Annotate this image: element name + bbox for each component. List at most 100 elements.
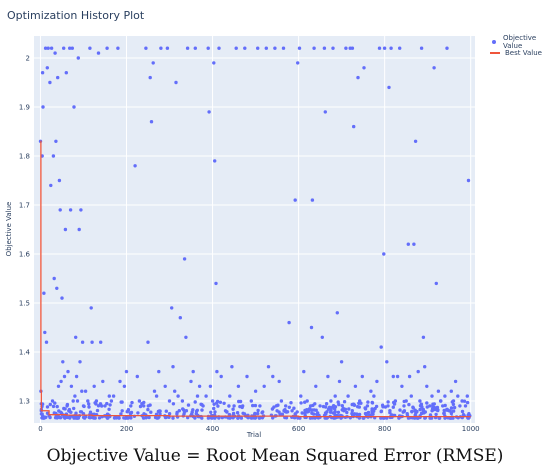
objective-value-point	[371, 412, 375, 416]
objective-value-point	[461, 413, 466, 417]
objective-value-point	[287, 405, 291, 409]
objective-value-point	[235, 411, 240, 415]
objective-value-point	[318, 404, 322, 408]
objective-value-point	[216, 404, 220, 408]
objective-value-point	[289, 401, 293, 405]
objective-value-point	[451, 409, 456, 413]
objective-value-point	[314, 408, 318, 412]
objective-value-point	[344, 46, 348, 50]
objective-value-point	[87, 405, 91, 409]
objective-value-point	[154, 394, 159, 398]
objective-value-point	[230, 365, 234, 369]
objective-value-point	[194, 412, 198, 416]
objective-value-point	[185, 46, 190, 50]
objective-value-point	[142, 400, 146, 405]
legend-item-best-value[interactable]: Best Value	[488, 47, 550, 58]
objective-value-point	[167, 399, 172, 403]
objective-value-point	[258, 404, 262, 408]
objective-value-point	[452, 405, 457, 410]
objective-value-point	[148, 403, 152, 407]
objective-value-point	[77, 227, 81, 232]
objective-value-point	[277, 410, 281, 414]
objective-value-point	[217, 416, 221, 420]
objective-value-point	[423, 410, 427, 414]
objective-value-point	[206, 46, 210, 50]
objective-value-point	[400, 384, 404, 388]
objective-value-point	[107, 394, 112, 398]
objective-value-point	[45, 405, 50, 409]
objective-value-point	[350, 46, 355, 50]
optimization-history-chart: Optimization History Plot 1.31.41.51.61.…	[5, 9, 480, 439]
objective-value-point	[256, 411, 260, 416]
objective-value-point	[293, 198, 297, 202]
objective-value-point	[310, 198, 315, 202]
objective-value-point	[105, 46, 109, 50]
objective-value-point	[174, 80, 178, 85]
objective-value-point	[442, 411, 446, 415]
objective-value-point	[74, 411, 78, 415]
objective-value-point	[46, 46, 50, 50]
objective-value-point	[182, 257, 187, 261]
objective-value-point	[48, 402, 52, 407]
objective-value-point	[87, 402, 91, 406]
objective-value-point	[290, 409, 294, 413]
objective-value-point	[51, 154, 56, 158]
objective-value-point	[419, 46, 424, 50]
objective-value-point	[200, 416, 204, 420]
objective-value-point	[264, 46, 268, 50]
objective-value-point	[466, 178, 471, 183]
objective-value-point	[333, 405, 338, 409]
objective-value-point	[425, 401, 429, 405]
y-tick-label: 1.7	[19, 202, 30, 210]
objective-value-point	[434, 281, 438, 286]
objective-value-point	[413, 408, 417, 412]
objective-value-point	[274, 404, 279, 408]
objective-value-point	[272, 405, 276, 409]
objective-value-point	[353, 384, 358, 388]
objective-value-point	[262, 384, 266, 388]
objective-value-point	[433, 407, 437, 412]
objective-value-point	[431, 404, 435, 408]
objective-value-point	[88, 416, 92, 420]
y-tick-label: 2	[26, 55, 30, 63]
objective-value-point	[379, 345, 383, 349]
objective-value-point	[182, 410, 187, 414]
objective-value-point	[448, 409, 452, 413]
objective-value-point	[215, 401, 219, 405]
objective-value-point	[128, 411, 133, 415]
objective-value-point	[88, 46, 92, 50]
objective-value-point	[165, 46, 170, 50]
objective-value-point	[232, 404, 236, 408]
objective-value-point	[60, 296, 64, 300]
objective-value-point	[273, 46, 277, 50]
objective-value-point	[302, 369, 306, 374]
objective-value-point	[70, 46, 75, 50]
objective-value-point	[43, 330, 47, 335]
objective-value-point	[103, 404, 107, 408]
objective-value-point	[451, 402, 456, 407]
objective-value-point	[416, 369, 420, 374]
y-axis-label: Objective Value	[5, 202, 13, 257]
objective-value-point	[245, 374, 249, 379]
objective-value-point	[398, 46, 402, 50]
objective-value-point	[51, 404, 56, 409]
objective-value-point	[59, 379, 63, 384]
objective-value-point	[199, 402, 203, 406]
objective-value-point	[68, 208, 73, 212]
objective-value-point	[392, 400, 396, 405]
objective-value-point	[374, 404, 379, 409]
objective-value-point	[271, 416, 275, 420]
y-tick-label: 1.9	[19, 104, 30, 112]
objective-value-point	[299, 394, 303, 398]
objective-value-point	[64, 71, 69, 75]
objective-value-point	[285, 410, 289, 414]
legend-item-objective-value[interactable]: Objective Value	[488, 34, 550, 50]
objective-value-point	[42, 291, 46, 295]
objective-value-point	[331, 411, 335, 415]
objective-value-point	[191, 408, 195, 412]
objective-value-point	[340, 404, 344, 408]
objective-value-point	[146, 407, 150, 412]
objective-value-point	[386, 400, 390, 404]
objective-value-point	[80, 389, 84, 393]
objective-value-point	[407, 402, 411, 407]
